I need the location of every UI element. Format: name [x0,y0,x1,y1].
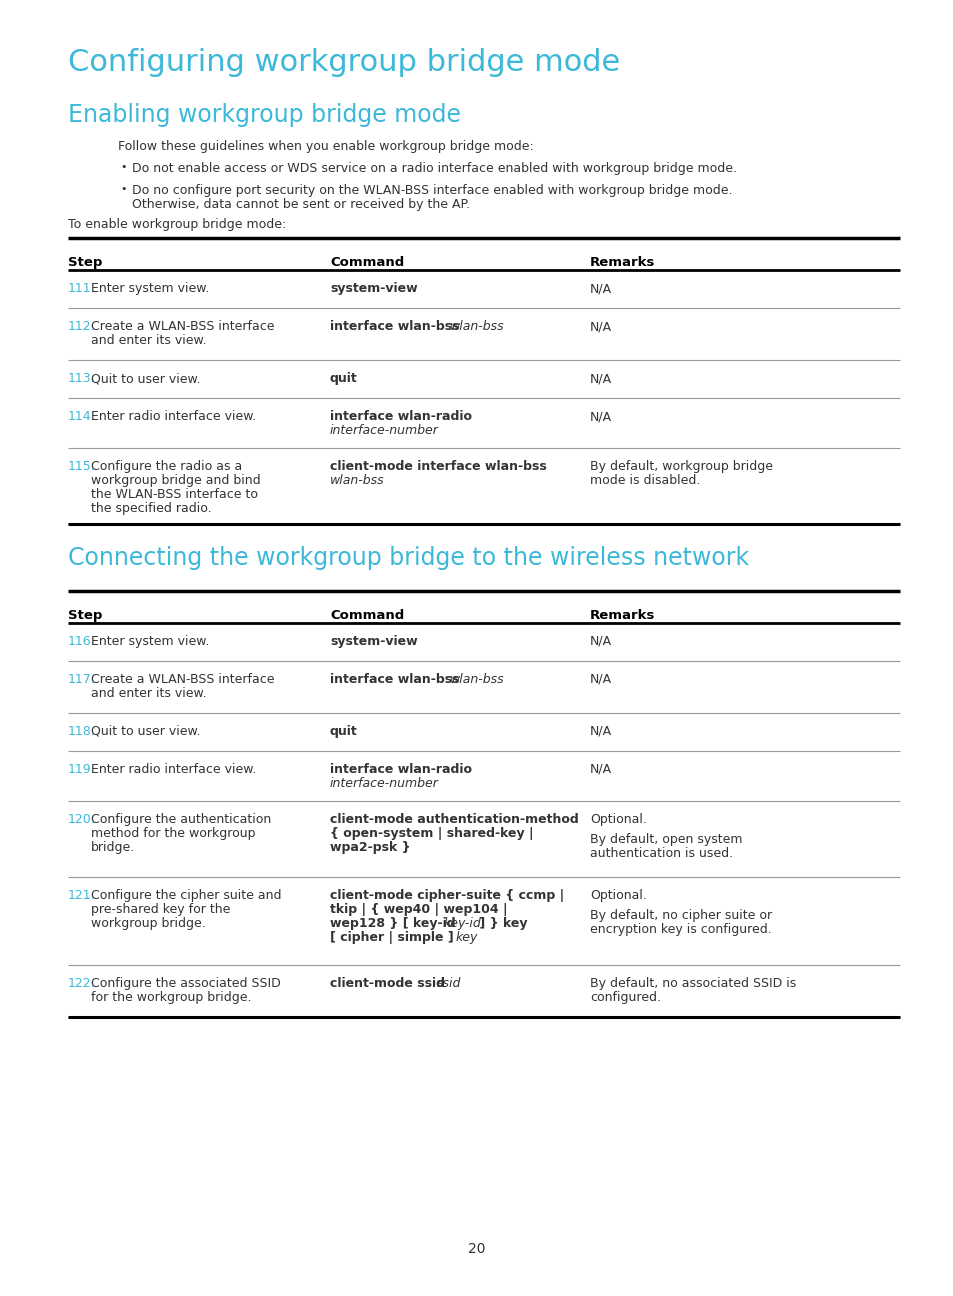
Text: configured.: configured. [589,991,660,1004]
Text: 20: 20 [468,1242,485,1256]
Text: system-view: system-view [330,635,417,648]
Text: interface wlan-radio: interface wlan-radio [330,410,472,422]
Text: N/A: N/A [589,372,612,385]
Text: Connecting the workgroup bridge to the wireless network: Connecting the workgroup bridge to the w… [68,546,748,570]
Text: and enter its view.: and enter its view. [91,334,207,347]
Text: N/A: N/A [589,283,612,295]
Text: Configuring workgroup bridge mode: Configuring workgroup bridge mode [68,48,619,76]
Text: Enabling workgroup bridge mode: Enabling workgroup bridge mode [68,102,460,127]
Text: authentication is used.: authentication is used. [589,848,732,861]
Text: encryption key is configured.: encryption key is configured. [589,923,771,936]
Text: Enter system view.: Enter system view. [91,283,210,295]
Text: [ cipher | simple ]: [ cipher | simple ] [330,931,457,943]
Text: workgroup bridge.: workgroup bridge. [91,918,206,931]
Text: 112.: 112. [68,320,95,333]
Text: wep128 } [ key-id: wep128 } [ key-id [330,918,459,931]
Text: client-mode cipher-suite { ccmp |: client-mode cipher-suite { ccmp | [330,889,563,902]
Text: the WLAN-BSS interface to: the WLAN-BSS interface to [91,489,258,502]
Text: interface wlan-bss: interface wlan-bss [330,673,463,686]
Text: N/A: N/A [589,635,612,648]
Text: Create a WLAN-BSS interface: Create a WLAN-BSS interface [91,673,274,686]
Text: Enter radio interface view.: Enter radio interface view. [91,763,256,776]
Text: interface wlan-radio: interface wlan-radio [330,763,472,776]
Text: the specified radio.: the specified radio. [91,502,212,515]
Text: wlan-bss: wlan-bss [449,320,504,333]
Text: Otherwise, data cannot be sent or received by the AP.: Otherwise, data cannot be sent or receiv… [132,198,470,211]
Text: Configure the radio as a: Configure the radio as a [91,460,242,473]
Text: By default, open system: By default, open system [589,833,741,846]
Text: N/A: N/A [589,410,612,422]
Text: 117.: 117. [68,673,95,686]
Text: By default, workgroup bridge: By default, workgroup bridge [589,460,772,473]
Text: Follow these guidelines when you enable workgroup bridge mode:: Follow these guidelines when you enable … [118,140,533,153]
Text: ssid: ssid [436,977,461,990]
Text: N/A: N/A [589,763,612,776]
Text: interface wlan-bss: interface wlan-bss [330,320,463,333]
Text: N/A: N/A [589,320,612,333]
Text: Step: Step [68,609,102,622]
Text: 121.: 121. [68,889,95,902]
Text: Command: Command [330,257,404,270]
Text: client-mode ssid: client-mode ssid [330,977,449,990]
Text: Optional.: Optional. [589,889,646,902]
Text: 114.: 114. [68,410,95,422]
Text: 122.: 122. [68,977,95,990]
Text: and enter its view.: and enter its view. [91,687,207,700]
Text: •: • [120,162,127,172]
Text: 119.: 119. [68,763,95,776]
Text: Do no configure port security on the WLAN-BSS interface enabled with workgroup b: Do no configure port security on the WLA… [132,184,732,197]
Text: Create a WLAN-BSS interface: Create a WLAN-BSS interface [91,320,274,333]
Text: To enable workgroup bridge mode:: To enable workgroup bridge mode: [68,218,286,231]
Text: method for the workgroup: method for the workgroup [91,827,255,840]
Text: { open-system | shared-key |: { open-system | shared-key | [330,827,533,840]
Text: wpa2-psk }: wpa2-psk } [330,841,410,854]
Text: interface-number: interface-number [330,424,438,437]
Text: system-view: system-view [330,283,417,295]
Text: Configure the cipher suite and: Configure the cipher suite and [91,889,281,902]
Text: quit: quit [330,724,357,737]
Text: key-id: key-id [443,918,480,931]
Text: quit: quit [330,372,357,385]
Text: client-mode authentication-method: client-mode authentication-method [330,813,578,826]
Text: Remarks: Remarks [589,257,655,270]
Text: 115.: 115. [68,460,95,473]
Text: for the workgroup bridge.: for the workgroup bridge. [91,991,252,1004]
Text: client-mode interface wlan-bss: client-mode interface wlan-bss [330,460,546,473]
Text: •: • [120,184,127,194]
Text: 111.: 111. [68,283,95,295]
Text: interface-number: interface-number [330,778,438,791]
Text: Do not enable access or WDS service on a radio interface enabled with workgroup : Do not enable access or WDS service on a… [132,162,737,175]
Text: Step: Step [68,257,102,270]
Text: wlan-bss: wlan-bss [449,673,504,686]
Text: bridge.: bridge. [91,841,135,854]
Text: Quit to user view.: Quit to user view. [91,372,201,385]
Text: N/A: N/A [589,724,612,737]
Text: 120.: 120. [68,813,95,826]
Text: 118.: 118. [68,724,95,737]
Text: Optional.: Optional. [589,813,646,826]
Text: key: key [456,931,477,943]
Text: By default, no associated SSID is: By default, no associated SSID is [589,977,796,990]
Text: 113.: 113. [68,372,95,385]
Text: Quit to user view.: Quit to user view. [91,724,201,737]
Text: Configure the authentication: Configure the authentication [91,813,272,826]
Text: workgroup bridge and bind: workgroup bridge and bind [91,474,260,487]
Text: Enter radio interface view.: Enter radio interface view. [91,410,256,422]
Text: pre-shared key for the: pre-shared key for the [91,903,231,916]
Text: By default, no cipher suite or: By default, no cipher suite or [589,908,771,921]
Text: tkip | { wep40 | wep104 |: tkip | { wep40 | wep104 | [330,903,507,916]
Text: N/A: N/A [589,673,612,686]
Text: mode is disabled.: mode is disabled. [589,474,700,487]
Text: ] } key: ] } key [475,918,527,931]
Text: Command: Command [330,609,404,622]
Text: Enter system view.: Enter system view. [91,635,210,648]
Text: Configure the associated SSID: Configure the associated SSID [91,977,280,990]
Text: wlan-bss: wlan-bss [330,474,384,487]
Text: Remarks: Remarks [589,609,655,622]
Text: 116.: 116. [68,635,95,648]
